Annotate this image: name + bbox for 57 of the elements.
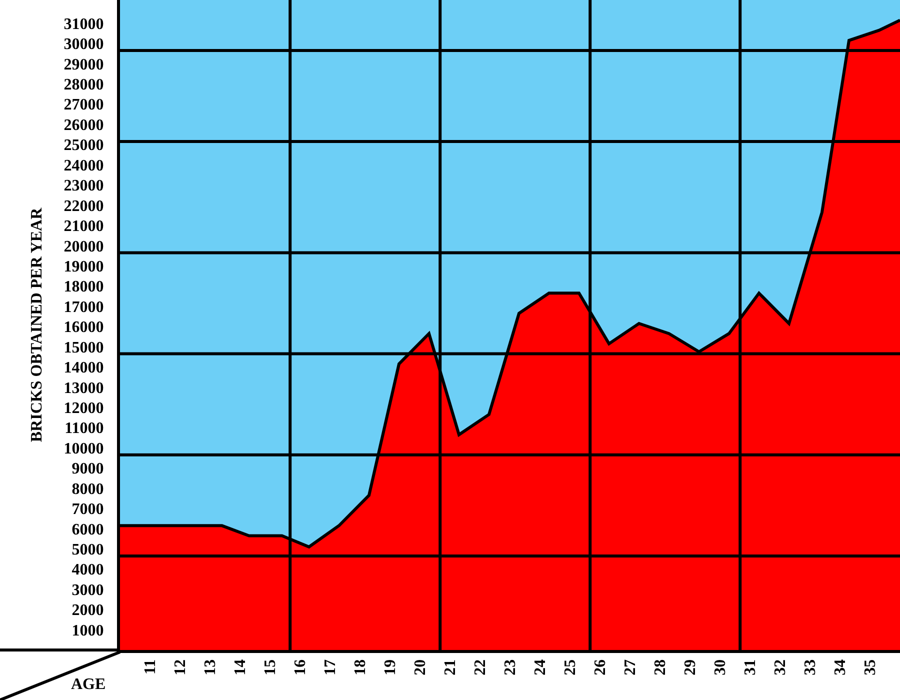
y-tick-label: 29000 — [64, 56, 104, 74]
x-tick-label: 14 — [232, 659, 250, 676]
x-tick-label: 23 — [502, 659, 520, 676]
x-tick-label: 30 — [712, 659, 730, 676]
y-tick-label: 20000 — [64, 238, 104, 256]
y-tick-label: 31000 — [64, 16, 104, 33]
x-tick-label: 22 — [472, 659, 490, 676]
x-tick-label: 27 — [622, 659, 640, 676]
x-tick-label: 35 — [862, 659, 880, 676]
y-tick-label: 11000 — [64, 420, 104, 438]
y-tick-label: 6000 — [72, 521, 104, 538]
y-tick-label: 21000 — [64, 218, 104, 236]
y-tick-label: 12000 — [64, 400, 104, 417]
x-tick-label: 17 — [322, 659, 340, 676]
y-tick-label: 13000 — [64, 380, 104, 397]
y-tick-label: 15000 — [64, 339, 104, 356]
x-tick-label: 33 — [802, 659, 820, 676]
y-tick-label: 10000 — [64, 440, 104, 458]
y-tick-label: 4000 — [72, 562, 104, 579]
x-tick-label: 32 — [772, 659, 790, 676]
y-tick-label: 8000 — [72, 480, 104, 498]
x-tick-label: 31 — [742, 659, 760, 676]
y-tick-label: 24000 — [64, 157, 104, 174]
y-tick-label: 30000 — [64, 36, 104, 54]
y-tick-label: 7000 — [72, 501, 104, 518]
y-tick-label: 25000 — [64, 137, 104, 154]
y-axis-title: BRICKS OBTAINED PER YEAR — [28, 207, 46, 442]
x-tick-label: 15 — [262, 659, 280, 676]
y-tick-label: 16000 — [64, 319, 104, 336]
y-tick-label: 27000 — [64, 96, 104, 114]
y-tick-label: 26000 — [64, 116, 104, 134]
x-tick-label: 11 — [142, 659, 160, 675]
x-tick-label: 26 — [592, 659, 610, 676]
y-tick-label: 18000 — [64, 278, 104, 296]
y-tick-label: 17000 — [64, 298, 104, 316]
y-tick-label: 28000 — [64, 76, 104, 94]
y-tick-label: 2000 — [72, 602, 104, 620]
y-tick-label: 22000 — [64, 198, 104, 215]
x-tick-label: 21 — [442, 659, 460, 676]
y-tick-label: 9000 — [72, 460, 104, 478]
x-tick-label: 19 — [382, 659, 400, 676]
x-tick-label: 25 — [562, 659, 580, 676]
x-tick-label: 20 — [412, 659, 430, 676]
x-tick-label: 34 — [832, 659, 850, 676]
x-tick-label: 16 — [292, 659, 310, 676]
x-tick-label: 12 — [172, 659, 190, 676]
y-tick-label: 3000 — [72, 582, 104, 599]
y-tick-label: 23000 — [64, 178, 104, 195]
y-tick-label: 1000 — [72, 622, 104, 640]
y-tick-label: 5000 — [72, 542, 104, 559]
x-tick-label: 28 — [652, 659, 670, 676]
y-tick-label: 14000 — [64, 360, 104, 377]
x-tick-label: 18 — [352, 659, 370, 676]
x-tick-label: 29 — [682, 659, 700, 676]
y-tick-label: 19000 — [64, 258, 104, 276]
x-tick-label: 24 — [532, 659, 550, 676]
x-tick-label: 13 — [202, 659, 220, 676]
